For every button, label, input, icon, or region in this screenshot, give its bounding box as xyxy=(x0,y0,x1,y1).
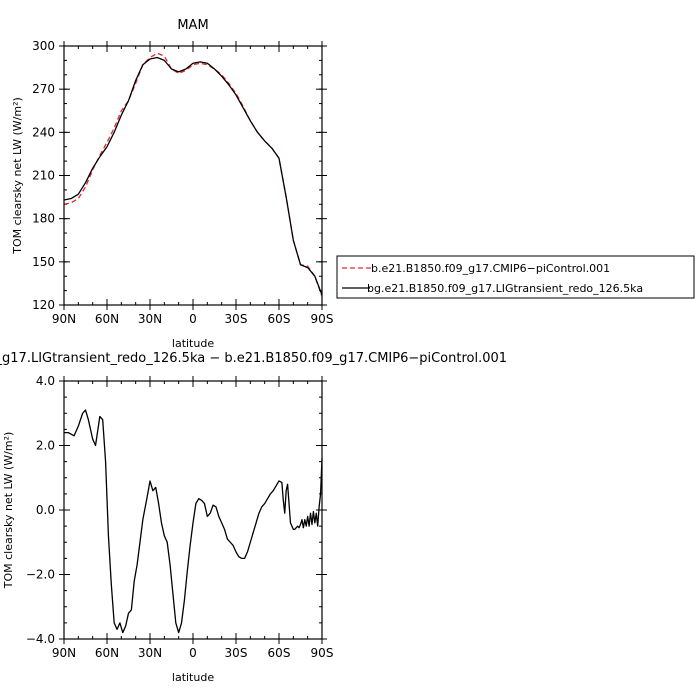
bottom-xtick-label: 30S xyxy=(225,646,248,660)
top-xtick-label: 30N xyxy=(138,312,162,326)
top-xtick-label: 60S xyxy=(268,312,291,326)
top-panel-series xyxy=(63,52,323,297)
top-ytick-label: 120 xyxy=(32,298,55,312)
bottom-panel-ticks: 90N 60N 30N 0 30S 60S 90S −4.0 −2.0 0.0 2.0 4.0 xyxy=(26,374,334,660)
bottom-panel-series xyxy=(64,409,323,634)
top-ytick-label: 270 xyxy=(32,82,55,96)
bottom-panel-frame xyxy=(63,380,323,640)
bottom-ytick-label: 0.0 xyxy=(36,503,55,517)
top-ytick-label: 150 xyxy=(32,255,55,269)
legend-label-control: b.e21.B1850.f09_g17.CMIP6−piControl.001 xyxy=(371,262,610,275)
top-ytick-label: 180 xyxy=(32,212,55,226)
top-panel-title: MAM xyxy=(177,18,208,33)
top-xtick-label: 90S xyxy=(311,312,334,326)
bottom-ytick-label: −4.0 xyxy=(26,632,55,646)
bottom-series-line-0 xyxy=(64,409,323,634)
legend: b.e21.B1850.f09_g17.CMIP6−piControl.001 … xyxy=(336,255,695,299)
top-panel: MAM 90N 60N 30N 0 30S 60S 90S 120 150 180 210 240 27… xyxy=(11,18,333,350)
bottom-ytick-label: −2.0 xyxy=(26,568,55,582)
bottom-xtick-label: 60S xyxy=(268,646,291,660)
bottom-ytick-label: 2.0 xyxy=(36,439,55,453)
top-xtick-label: 0 xyxy=(189,312,197,326)
bottom-panel-title: bg.e21.B1850.f09_g17.LIGtransient_redo_1… xyxy=(0,351,507,366)
bottom-panel-ylabel: TOM clearsky net LW (W/m²) xyxy=(2,432,15,590)
top-series-line-1 xyxy=(63,56,323,296)
bottom-xtick-label: 90S xyxy=(311,646,334,660)
bottom-xtick-label: 90N xyxy=(52,646,76,660)
top-panel-ylabel: TOM clearsky net LW (W/m²) xyxy=(11,97,24,255)
legend-box xyxy=(336,255,695,299)
top-xtick-label: 90N xyxy=(52,312,76,326)
top-panel-xlabel: latitude xyxy=(172,337,214,350)
bottom-panel-xlabel: latitude xyxy=(172,671,214,684)
top-xtick-label: 30S xyxy=(225,312,248,326)
top-panel-frame xyxy=(63,45,323,306)
legend-label-lig: bg.e21.B1850.f09_g17.LIGtransient_redo_1… xyxy=(367,282,643,295)
top-panel-ticks: 90N 60N 30N 0 30S 60S 90S 120 150 180 210 240 270 300 xyxy=(32,39,333,326)
top-xtick-label: 60N xyxy=(95,312,119,326)
top-ytick-label: 240 xyxy=(32,125,55,139)
bottom-ytick-label: 4.0 xyxy=(36,374,55,388)
bottom-xtick-label: 60N xyxy=(95,646,119,660)
top-ytick-label: 210 xyxy=(32,169,55,183)
top-ytick-label: 300 xyxy=(32,39,55,53)
bottom-xtick-label: 30N xyxy=(138,646,162,660)
bottom-panel: bg.e21.B1850.f09_g17.LIGtransient_redo_1… xyxy=(0,351,507,684)
top-series-line-0 xyxy=(63,52,323,297)
bottom-xtick-label: 0 xyxy=(189,646,197,660)
